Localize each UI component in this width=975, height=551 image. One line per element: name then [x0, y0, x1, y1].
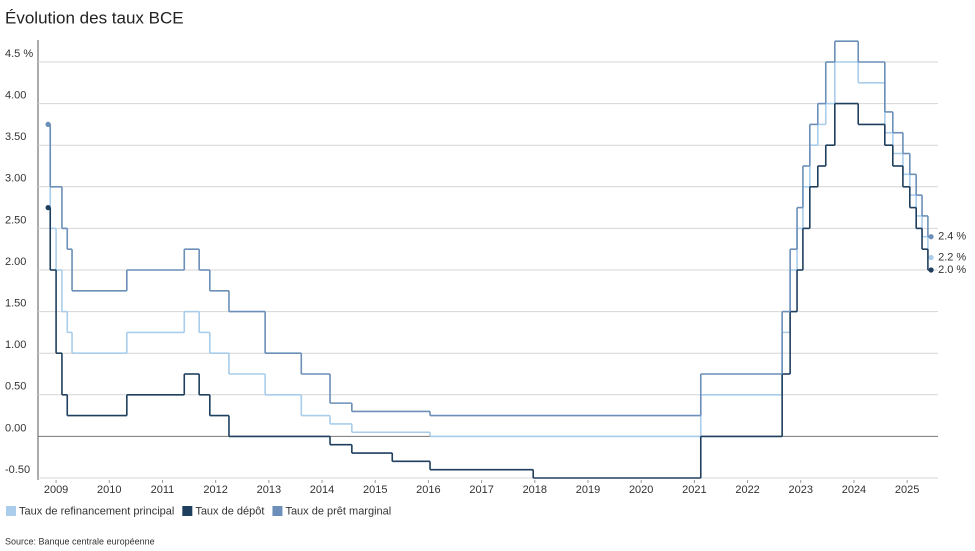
y-tick-label: 0.00 [5, 422, 26, 434]
x-tick-label: 2014 [310, 484, 334, 496]
y-tick-label: 2.50 [5, 214, 26, 226]
end-dot [928, 254, 934, 261]
legend-label: Taux de refinancement principal [19, 505, 174, 517]
x-tick-label: 2021 [682, 484, 706, 496]
end-dot [45, 205, 51, 211]
x-tick-label: 2015 [363, 484, 387, 496]
legend-swatch [272, 506, 283, 516]
x-tick-label: 2009 [44, 484, 68, 496]
y-tick-label: 3.00 [5, 173, 26, 185]
x-tick-label: 2020 [629, 484, 653, 496]
x-tick-label: 2025 [895, 484, 919, 496]
plot [45, 40, 934, 479]
y-tick-label: 0.50 [5, 381, 26, 393]
x-tick-label: 2018 [523, 484, 547, 496]
y-tick-label: 3.50 [5, 131, 26, 143]
y-tick-label: 1.00 [5, 339, 26, 351]
x-tick-label: 2017 [469, 484, 493, 496]
legend-swatch [6, 506, 16, 516]
x-tick-label: 2024 [842, 484, 866, 496]
y-tick-label: 2.00 [5, 256, 26, 268]
end-label: 2.0 % [938, 264, 966, 276]
y-tick-label: 4.00 [5, 90, 26, 102]
legend-label: Taux de dépôt [195, 505, 264, 517]
x-tick-label: 2022 [735, 484, 759, 496]
end-dot [45, 121, 51, 127]
chart-title: Évolution des taux BCE [5, 8, 184, 27]
y-tick-label: 1.50 [5, 298, 26, 310]
x-tick-label: 2019 [576, 484, 600, 496]
x-tick-label: 2011 [151, 484, 175, 496]
legend-swatch [182, 506, 193, 516]
x-tick-label: 2016 [416, 484, 440, 496]
x-tick-label: 2012 [203, 484, 227, 496]
y-tick-label: 4.5 % [5, 48, 33, 60]
end-dot [928, 267, 934, 273]
end-label: 2.2 % [938, 251, 966, 263]
x-tick-label: 2023 [789, 484, 813, 496]
end-label: 2.4 % [938, 231, 966, 243]
legend-label: Taux de prêt marginal [285, 505, 391, 517]
x-tick-label: 2010 [97, 484, 121, 496]
y-tick-label: -0.50 [5, 464, 30, 476]
source-note: Source: Banque centrale européenne [5, 536, 155, 546]
x-tick-label: 2013 [257, 484, 281, 496]
end-dot [928, 234, 934, 240]
